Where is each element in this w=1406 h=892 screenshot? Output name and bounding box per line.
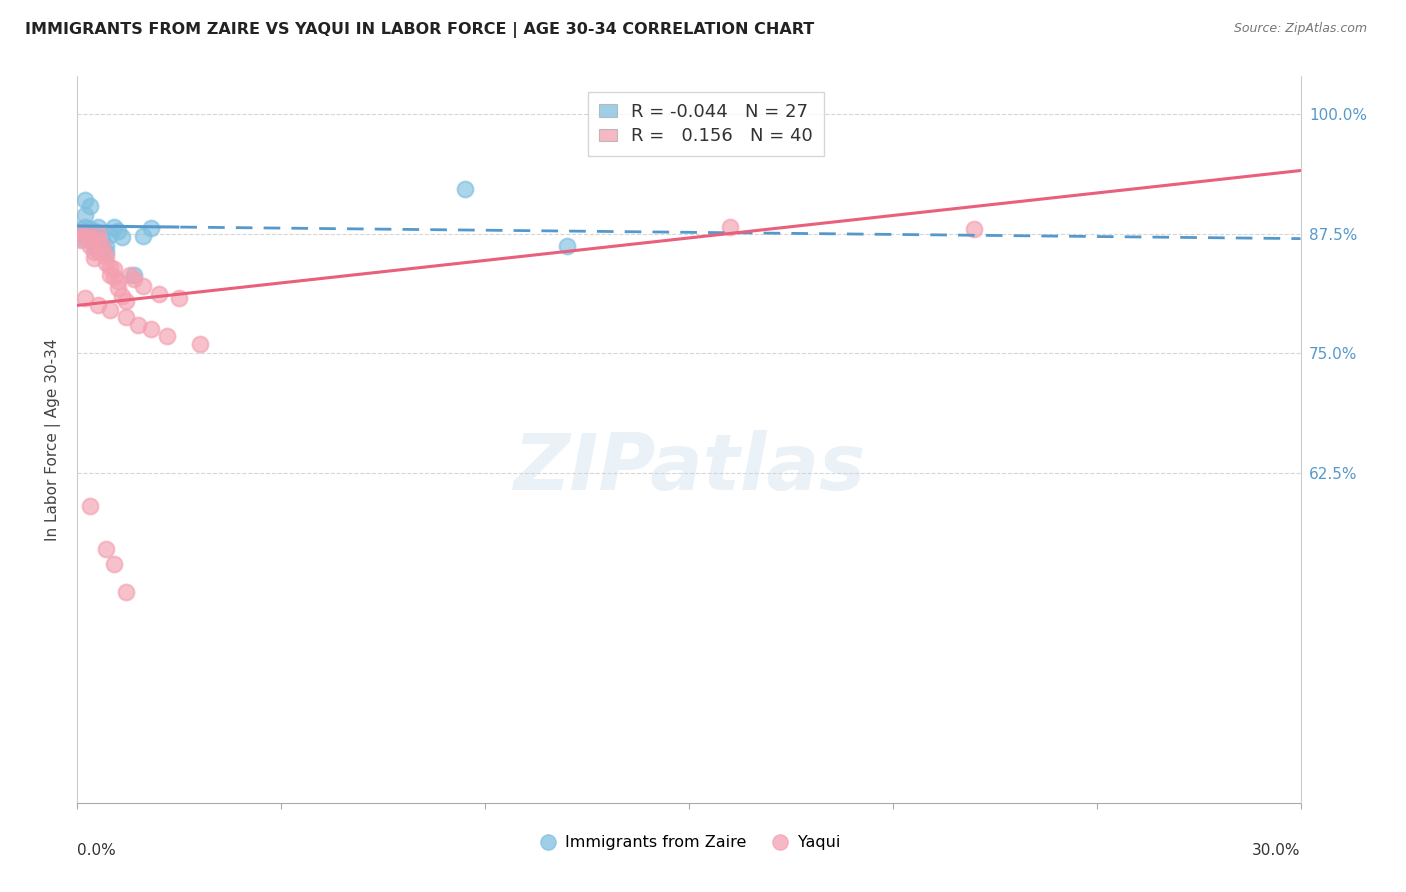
Point — [94, 239, 117, 253]
Point — [79, 500, 101, 514]
Point — [103, 557, 125, 571]
Y-axis label: In Labor Force | Age 30-34: In Labor Force | Age 30-34 — [45, 338, 60, 541]
Point — [87, 233, 110, 247]
Point — [115, 293, 138, 308]
Point — [75, 209, 97, 223]
Point — [124, 268, 146, 282]
Point — [79, 228, 101, 243]
Point — [139, 322, 162, 336]
Point — [75, 227, 97, 241]
Point — [87, 227, 110, 241]
Point — [555, 239, 578, 253]
Point — [87, 244, 110, 258]
Point — [111, 229, 134, 244]
Point — [148, 286, 170, 301]
Point — [115, 585, 138, 599]
Point — [120, 268, 142, 282]
Text: 30.0%: 30.0% — [1253, 843, 1301, 858]
Point — [94, 256, 117, 270]
Point — [124, 271, 146, 285]
Point — [94, 542, 117, 557]
Text: IMMIGRANTS FROM ZAIRE VS YAQUI IN LABOR FORCE | AGE 30-34 CORRELATION CHART: IMMIGRANTS FROM ZAIRE VS YAQUI IN LABOR … — [25, 22, 814, 38]
Point — [107, 275, 129, 289]
Point — [75, 193, 97, 207]
Point — [107, 281, 129, 295]
Point — [83, 251, 105, 265]
Point — [963, 222, 986, 236]
Point — [79, 199, 101, 213]
Point — [131, 279, 153, 293]
Point — [70, 231, 93, 245]
Point — [103, 219, 125, 234]
Point — [90, 239, 112, 253]
Point — [75, 226, 97, 240]
Point — [79, 233, 101, 247]
Point — [718, 219, 741, 234]
Point — [188, 336, 211, 351]
Point — [79, 222, 101, 236]
Point — [83, 224, 105, 238]
Point — [139, 221, 162, 235]
Point — [83, 244, 105, 259]
Point — [115, 310, 138, 324]
Point — [103, 269, 125, 284]
Text: 0.0%: 0.0% — [77, 843, 117, 858]
Point — [98, 227, 121, 242]
Point — [87, 298, 110, 312]
Point — [127, 318, 149, 332]
Point — [98, 260, 121, 274]
Point — [98, 303, 121, 318]
Point — [169, 291, 191, 305]
Point — [79, 231, 101, 245]
Point — [79, 239, 101, 253]
Point — [70, 227, 93, 241]
Point — [90, 244, 112, 259]
Text: Source: ZipAtlas.com: Source: ZipAtlas.com — [1233, 22, 1367, 36]
Legend: Immigrants from Zaire, Yaqui: Immigrants from Zaire, Yaqui — [531, 829, 846, 856]
Point — [103, 262, 125, 277]
Text: ZIPatlas: ZIPatlas — [513, 430, 865, 507]
Point — [107, 224, 129, 238]
Point — [75, 291, 97, 305]
Point — [87, 219, 110, 234]
Point — [94, 249, 117, 263]
Point — [131, 228, 153, 243]
Point — [70, 233, 93, 247]
Point — [75, 219, 97, 234]
Point — [156, 329, 179, 343]
Point — [98, 268, 121, 282]
Point — [453, 182, 475, 196]
Point — [83, 239, 105, 253]
Point — [94, 244, 117, 259]
Point — [111, 289, 134, 303]
Point — [70, 227, 93, 241]
Point — [70, 222, 93, 236]
Point — [90, 231, 112, 245]
